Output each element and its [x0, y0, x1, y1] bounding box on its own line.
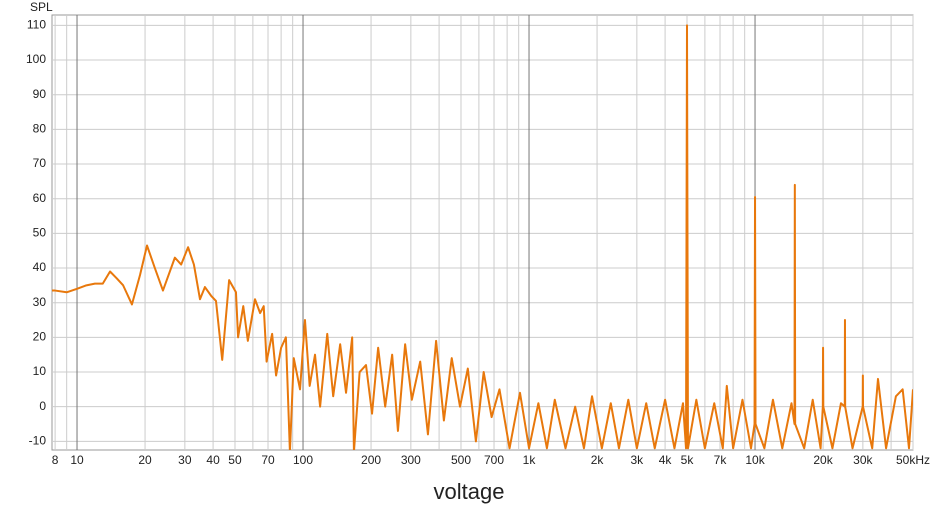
- x-tick-label: 10k: [745, 453, 765, 467]
- y-tick-label: 20: [33, 330, 47, 344]
- y-tick-label: 110: [27, 18, 46, 32]
- x-tick-label: 500: [451, 453, 471, 467]
- x-tick-label: 20: [138, 453, 152, 467]
- x-tick-label: 50kHz: [896, 453, 930, 467]
- x-tick-label: 100: [293, 453, 313, 467]
- x-tick-label: 50: [228, 453, 242, 467]
- x-tick-label: 30k: [853, 453, 873, 467]
- x-tick-label: 8: [52, 453, 59, 467]
- x-tick-label: 300: [401, 453, 421, 467]
- y-tick-label: 40: [33, 260, 47, 274]
- labels: -10 0 10 20 30 40 50 60 70 80 90 100 110 8 10 20 30 40 50 7…: [26, 18, 930, 468]
- grid: [52, 15, 914, 450]
- y-tick-label: 10: [33, 364, 47, 378]
- series-layer: [52, 24, 913, 450]
- y-tick-label: -10: [29, 434, 47, 448]
- x-tick-label: 7k: [714, 453, 728, 467]
- x-tick-label: 2k: [591, 453, 605, 467]
- y-tick-label: 90: [33, 87, 47, 101]
- x-tick-label: 5k: [681, 453, 695, 467]
- x-tick-label: 70: [261, 453, 275, 467]
- y-tick-label: 70: [33, 156, 47, 170]
- y-tick-label: 100: [26, 52, 46, 66]
- x-axis-label: voltage: [434, 479, 505, 504]
- y-axis-label: SPL: [30, 0, 53, 14]
- y-tick-label: 30: [33, 295, 47, 309]
- x-tick-label: 40: [206, 453, 220, 467]
- y-tick-label: 50: [33, 226, 47, 240]
- y-tick-label: 60: [33, 191, 47, 205]
- x-tick-label: 30: [178, 453, 192, 467]
- y-tick-label: 80: [33, 122, 47, 136]
- x-tick-label: 1k: [523, 453, 537, 467]
- x-tick-label: 10: [70, 453, 84, 467]
- series-line: [52, 24, 913, 450]
- x-tick-label: 700: [484, 453, 504, 467]
- x-tick-label: 200: [361, 453, 381, 467]
- x-tick-label: 3k: [631, 453, 645, 467]
- x-tick-label: 4k: [659, 453, 673, 467]
- x-tick-label: 20k: [813, 453, 833, 467]
- y-tick-label: 0: [39, 399, 46, 413]
